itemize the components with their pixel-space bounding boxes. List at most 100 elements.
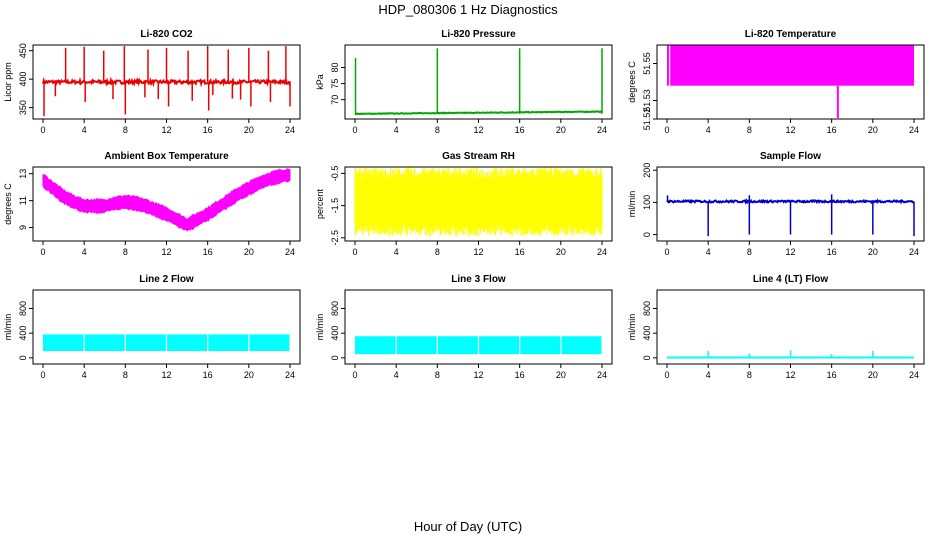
- x-tick-label: 24: [597, 370, 607, 380]
- y-tick-label: 200: [642, 163, 652, 178]
- x-tick-label: 12: [473, 370, 483, 380]
- x-tick-label: 0: [40, 370, 45, 380]
- chart-panel: Line 3 Flow ml/min 0 4 8 12 16 20 24 0 400 800: [315, 274, 613, 380]
- x-tick-label: 4: [394, 247, 399, 257]
- y-tick-label: 800: [18, 301, 28, 316]
- x-tick-label: 4: [706, 125, 711, 135]
- x-tick-label: 12: [161, 247, 171, 257]
- series-marks: [42, 168, 291, 232]
- x-tick-label: 4: [706, 247, 711, 257]
- y-tick-label: 9: [18, 225, 28, 230]
- series-marks: [354, 167, 603, 237]
- x-tick-label: 24: [597, 125, 607, 135]
- series-marks: [666, 194, 915, 237]
- x-tick-label: 16: [203, 247, 213, 257]
- panel-title: Sample Flow: [760, 151, 821, 162]
- y-tick-label: 11: [18, 196, 28, 205]
- y-axis-label: degrees C: [627, 61, 637, 103]
- y-tick-label: 100: [642, 195, 652, 210]
- y-tick-label: 13: [18, 169, 28, 179]
- y-axis-label: kPa: [315, 74, 325, 90]
- x-tick-label: 12: [785, 247, 795, 257]
- panel-title: Line 2 Flow: [139, 274, 194, 285]
- y-tick-label: 400: [18, 326, 28, 341]
- panel-title: Li-820 Temperature: [745, 29, 837, 40]
- chart-panel: Li-820 Pressure kPa 0 4 8 12 16 20 24 70 75 80: [315, 29, 613, 135]
- series-band: [355, 179, 602, 224]
- x-tick-label: 24: [285, 247, 295, 257]
- x-tick-label: 8: [435, 125, 440, 135]
- y-tick-label: 800: [642, 301, 652, 316]
- y-tick-label: 80: [330, 63, 340, 73]
- y-tick-label: 51.55: [642, 52, 652, 75]
- x-tick-label: 0: [352, 125, 357, 135]
- x-tick-label: 8: [123, 370, 128, 380]
- x-tick-label: 16: [203, 125, 213, 135]
- x-tick-label: 12: [785, 370, 795, 380]
- series-marks: [355, 336, 603, 355]
- x-tick-label: 20: [868, 125, 878, 135]
- y-axis-label: ml/min: [3, 314, 13, 341]
- figure-title: HDP_080306 1 Hz Diagnostics: [378, 2, 558, 17]
- x-tick-label: 20: [244, 247, 254, 257]
- x-tick-label: 24: [597, 247, 607, 257]
- x-tick-label: 8: [123, 125, 128, 135]
- y-tick-label: 51.53: [642, 89, 652, 112]
- x-tick-label: 20: [556, 247, 566, 257]
- series-band: [42, 168, 291, 232]
- panel-title: Line 3 Flow: [451, 274, 506, 285]
- panel-title: Line 4 (LT) Flow: [753, 274, 829, 285]
- x-tick-label: 20: [556, 370, 566, 380]
- x-tick-label: 24: [285, 125, 295, 135]
- chart-panel: Ambient Box Temperature degrees C 0 4 8 12 16 2…: [3, 151, 301, 257]
- x-tick-label: 8: [435, 247, 440, 257]
- series-marks: [42, 46, 291, 117]
- y-tick-label: 0: [18, 355, 28, 360]
- x-tick-label: 8: [747, 247, 752, 257]
- x-tick-label: 24: [909, 125, 919, 135]
- y-axis-label: Licor ppm: [3, 62, 13, 102]
- x-tick-label: 12: [473, 247, 483, 257]
- y-tick-label: 400: [642, 326, 652, 341]
- x-axis-label: Hour of Day (UTC): [414, 519, 522, 534]
- x-tick-label: 0: [664, 125, 669, 135]
- x-tick-label: 0: [352, 247, 357, 257]
- y-tick-label: 0: [642, 232, 652, 237]
- chart-panel: Line 4 (LT) Flow ml/min 0 4 8 12 16 20 24 0 400 800: [627, 274, 925, 380]
- y-tick-label: -0.5: [330, 166, 340, 182]
- x-tick-label: 24: [909, 370, 919, 380]
- plot-frame: [344, 44, 613, 120]
- x-tick-label: 16: [827, 125, 837, 135]
- x-tick-label: 8: [435, 370, 440, 380]
- x-tick-label: 0: [40, 247, 45, 257]
- y-axis-label: ml/min: [315, 314, 325, 341]
- y-axis-label: percent: [315, 188, 325, 219]
- panel-title: Ambient Box Temperature: [104, 151, 229, 162]
- series-marks: [667, 350, 914, 359]
- series-marks: [667, 45, 914, 118]
- y-tick-label: 800: [330, 301, 340, 316]
- x-tick-label: 4: [82, 370, 87, 380]
- y-tick-label: -1.5: [330, 198, 340, 214]
- y-axis-label: degrees C: [3, 183, 13, 225]
- x-tick-label: 16: [827, 247, 837, 257]
- x-tick-label: 20: [868, 247, 878, 257]
- y-tick-label: 0: [642, 355, 652, 360]
- x-tick-label: 4: [394, 370, 399, 380]
- x-tick-label: 16: [515, 125, 525, 135]
- x-tick-label: 20: [244, 370, 254, 380]
- chart-panel: Gas Stream RH percent 0 4 8 12 16 20 24 -2.5 -1.5 -…: [315, 151, 613, 257]
- y-tick-label: 0: [330, 355, 340, 360]
- panel-title: Li-820 Pressure: [441, 29, 516, 40]
- y-tick-label: 350: [18, 100, 28, 115]
- series-marks: [43, 334, 291, 352]
- y-tick-label: 400: [330, 326, 340, 341]
- y-axis-label: ml/min: [627, 191, 637, 218]
- x-tick-label: 8: [747, 370, 752, 380]
- x-tick-label: 12: [473, 125, 483, 135]
- x-tick-label: 16: [515, 247, 525, 257]
- x-tick-label: 16: [515, 370, 525, 380]
- x-tick-label: 12: [161, 370, 171, 380]
- x-tick-label: 24: [909, 247, 919, 257]
